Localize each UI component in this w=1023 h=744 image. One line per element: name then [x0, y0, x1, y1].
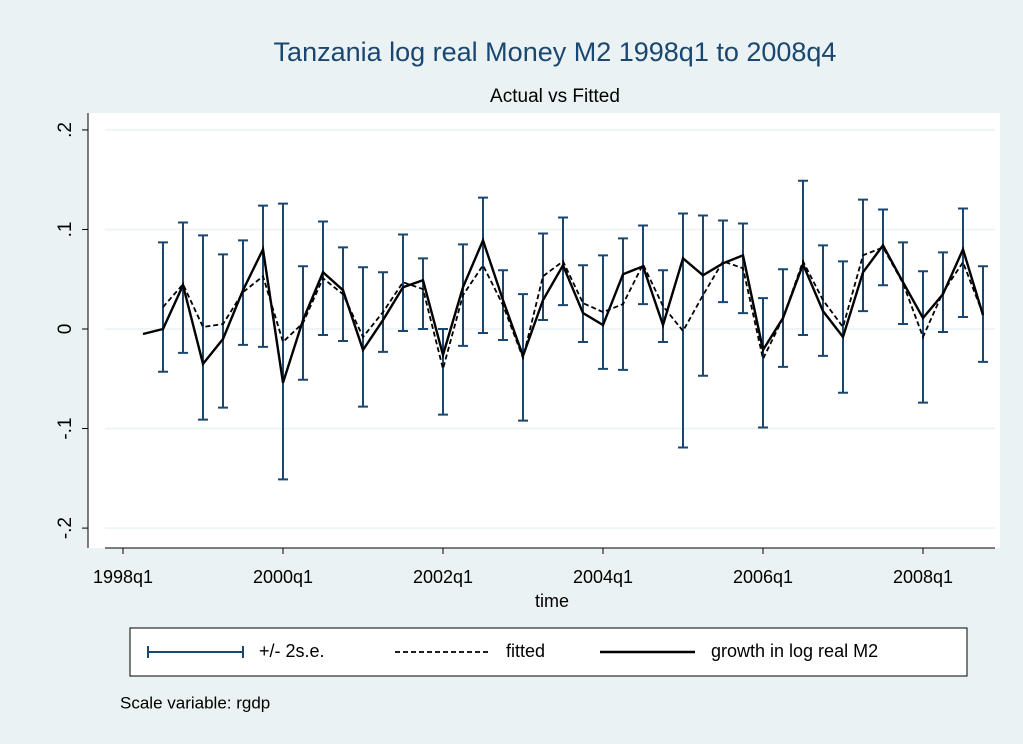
y-tick-label: -.1: [55, 417, 76, 439]
x-tick-label: 2006q1: [733, 567, 793, 587]
legend-label: fitted: [506, 641, 545, 661]
error-bar: [218, 253, 228, 409]
x-tick-label: 2008q1: [893, 567, 953, 587]
error-bar: [438, 328, 448, 416]
y-tick-label: -.2: [55, 517, 76, 539]
error-bar: [198, 234, 208, 421]
y-tick-label: 0: [55, 324, 76, 335]
error-bar: [398, 233, 408, 332]
legend-key: [147, 646, 244, 658]
error-bar: [698, 214, 708, 377]
fitted-line: [162, 246, 984, 373]
error-bar: [838, 260, 848, 394]
x-tick-label: 2004q1: [573, 567, 633, 587]
legend-box: [129, 627, 968, 677]
error-bar: [718, 219, 728, 304]
y-tick-label: .2: [55, 122, 76, 138]
note: Scale variable: rgdp: [120, 693, 270, 712]
error-bar: [958, 207, 968, 319]
y-tick-label: .1: [55, 222, 76, 238]
error-bar: [578, 264, 588, 343]
x-tick-label: 1998q1: [93, 567, 153, 587]
legend-label: +/- 2s.e.: [259, 641, 325, 661]
x-tick-label: 2002q1: [413, 567, 473, 587]
plot-area: [88, 113, 1000, 548]
error-bar: [418, 257, 428, 331]
error-bar: [798, 179, 808, 336]
legend-label: growth in log real M2: [711, 641, 878, 661]
error-bar: [758, 297, 768, 429]
chart-subtitle: Actual vs Fitted: [490, 86, 620, 107]
x-tick-label: 2000q1: [253, 567, 313, 587]
error-bar: [278, 202, 288, 481]
error-bar: [538, 232, 548, 322]
error-bar: [478, 196, 488, 334]
error-bar: [638, 224, 648, 306]
x-axis-label: time: [535, 591, 569, 611]
error-bar: [658, 269, 668, 343]
error-bar: [818, 244, 828, 357]
chart-title: Tanzania log real Money M2 1998q1 to 200…: [274, 37, 837, 67]
actual-line: [142, 237, 985, 384]
